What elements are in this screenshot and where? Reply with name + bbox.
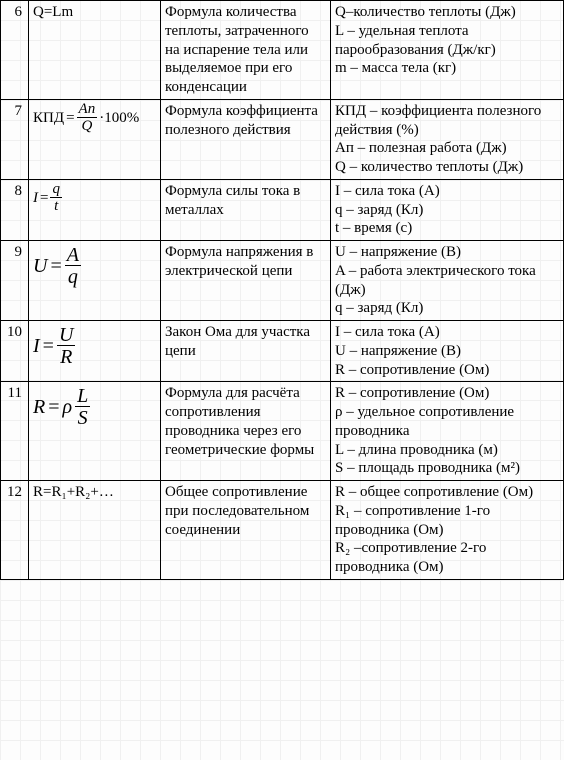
legend-line: Ап – полезная работа (Дж) <box>335 139 559 158</box>
row-number: 11 <box>1 382 29 481</box>
legend-line: R – общее сопротивление (Ом) <box>335 483 559 502</box>
formula-text: Q=Lm <box>33 4 73 20</box>
formula-cell: I = U R <box>29 321 161 382</box>
legend-line: I – сила тока (А) <box>335 182 559 201</box>
formula-lhs: I <box>33 334 40 359</box>
legend-line: U – напряжение (В) <box>335 243 559 262</box>
legend-cell: КПД – коэффициента полезного действия (%… <box>331 99 564 179</box>
legend-line: ρ – удельное сопротивление проводника <box>335 403 559 441</box>
legend-line: КПД – коэффициента полезного действия (%… <box>335 102 559 140</box>
formula-den: Q <box>77 118 98 135</box>
formula-num: A <box>65 245 81 266</box>
description-cell: Закон Ома для участка цепи <box>161 321 331 382</box>
formula-den: S <box>75 407 90 429</box>
row-number: 8 <box>1 179 29 240</box>
formula-den: R <box>57 346 75 368</box>
formula-mid: ρ <box>63 395 73 420</box>
table-row: 11 R = ρ L S Формула для расчёта сопроти… <box>1 382 564 481</box>
legend-line: R₂ –сопротивление 2-го проводника (Ом) <box>335 539 559 577</box>
legend-line: R₁ – сопротивление 1-го проводника (Ом) <box>335 502 559 540</box>
description-cell: Формула количества теплоты, затраченного… <box>161 1 331 100</box>
table-row: 8 I = q t Формула силы тока в металлах I… <box>1 179 564 240</box>
formula-cell: U = A q <box>29 241 161 321</box>
legend-cell: I – сила тока (А) U – напряжение (В) R –… <box>331 321 564 382</box>
formula-lhs: U <box>33 254 47 279</box>
formula-num: U <box>57 325 75 346</box>
formula-num: q <box>50 182 62 198</box>
description-cell: Общее сопротивление при последовательном… <box>161 481 331 580</box>
formula-cell: Q=Lm <box>29 1 161 100</box>
legend-cell: R – сопротивление (Ом) ρ – удельное сопр… <box>331 382 564 481</box>
formula-suffix: ·100% <box>99 109 139 128</box>
description-cell: Формула напряжения в электрической цепи <box>161 241 331 321</box>
row-number: 7 <box>1 99 29 179</box>
legend-line: S – площадь проводника (м²) <box>335 459 559 478</box>
legend-cell: U – напряжение (В) A – работа электричес… <box>331 241 564 321</box>
physics-formulas-table: 6 Q=Lm Формула количества теплоты, затра… <box>0 0 564 580</box>
formula-cell: КПД = Aп Q ·100% <box>29 99 161 179</box>
row-number: 12 <box>1 481 29 580</box>
legend-cell: Q–количество теплоты (Дж) L – удельная т… <box>331 1 564 100</box>
formula-text: R=R₁+R₂+… <box>33 484 114 500</box>
legend-line: R – сопротивление (Ом) <box>335 384 559 403</box>
table-row: 10 I = U R Закон Ома для участка цепи I … <box>1 321 564 382</box>
row-number: 6 <box>1 1 29 100</box>
legend-line: t – время (с) <box>335 219 559 238</box>
legend-line: q – заряд (Кл) <box>335 299 559 318</box>
formula-num: L <box>75 386 90 407</box>
legend-line: L – удельная теплота парообразования (Дж… <box>335 22 559 60</box>
formula-cell: R = ρ L S <box>29 382 161 481</box>
legend-line: R – сопротивление (Ом) <box>335 361 559 380</box>
legend-line: q – заряд (Кл) <box>335 201 559 220</box>
formula-cell: I = q t <box>29 179 161 240</box>
legend-line: U – напряжение (В) <box>335 342 559 361</box>
description-cell: Формула коэффициента полезного действия <box>161 99 331 179</box>
legend-line: m – масса тела (кг) <box>335 59 559 78</box>
table-row: 12 R=R₁+R₂+… Общее сопротивление при пос… <box>1 481 564 580</box>
legend-line: L – длина проводника (м) <box>335 441 559 460</box>
formula-den: q <box>65 266 81 288</box>
table-row: 6 Q=Lm Формула количества теплоты, затра… <box>1 1 564 100</box>
legend-cell: I – сила тока (А) q – заряд (Кл) t – вре… <box>331 179 564 240</box>
row-number: 10 <box>1 321 29 382</box>
formula-lhs: КПД <box>33 109 64 128</box>
formula-lhs: I <box>33 189 38 208</box>
description-cell: Формула для расчёта сопротивления провод… <box>161 382 331 481</box>
formula-lhs: R <box>33 395 45 420</box>
table-row: 7 КПД = Aп Q ·100% Формула коэффициента … <box>1 99 564 179</box>
formula-num: Aп <box>77 102 98 118</box>
formula-cell: R=R₁+R₂+… <box>29 481 161 580</box>
legend-line: Q – количество теплоты (Дж) <box>335 158 559 177</box>
legend-cell: R – общее сопротивление (Ом) R₁ – сопрот… <box>331 481 564 580</box>
legend-line: I – сила тока (А) <box>335 323 559 342</box>
table-row: 9 U = A q Формула напряжения в электриче… <box>1 241 564 321</box>
legend-line: Q–количество теплоты (Дж) <box>335 3 559 22</box>
legend-line: A – работа электрического тока (Дж) <box>335 262 559 300</box>
row-number: 9 <box>1 241 29 321</box>
description-cell: Формула силы тока в металлах <box>161 179 331 240</box>
formula-den: t <box>50 198 62 215</box>
